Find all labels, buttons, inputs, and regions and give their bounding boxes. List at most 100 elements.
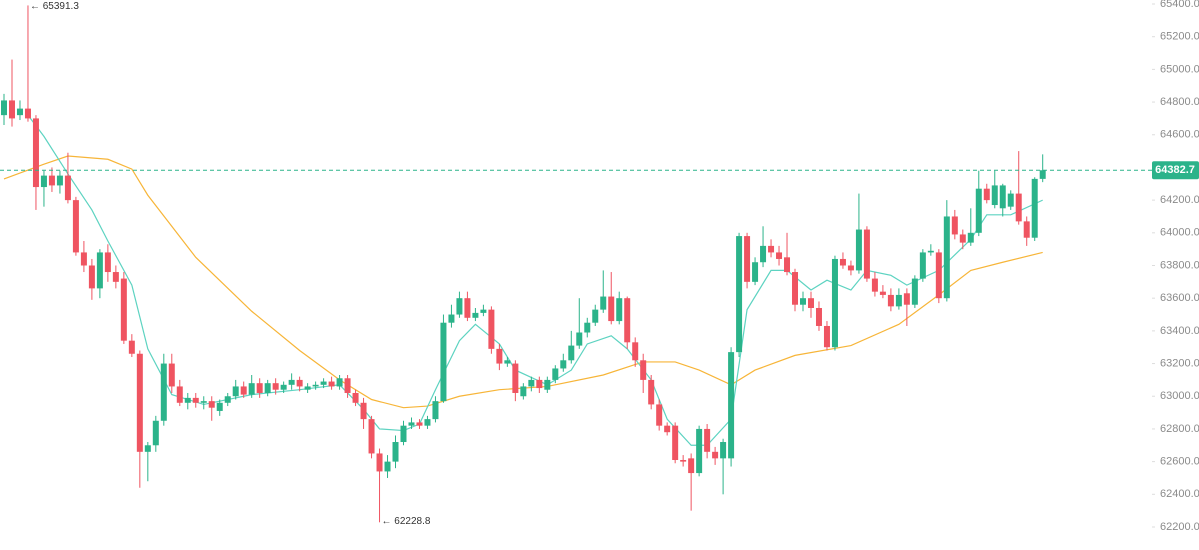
candle-body [248, 383, 255, 395]
candle-body [400, 425, 407, 443]
candle-body [216, 402, 223, 411]
y-tick-label: 65400.0 [1160, 0, 1199, 10]
candle-body [168, 363, 175, 387]
candle-body [680, 459, 687, 462]
candle-body [919, 252, 926, 279]
candle-body [624, 298, 631, 343]
y-tick-label: 62400.0 [1160, 488, 1199, 500]
candle-body [296, 379, 303, 387]
candle-body [504, 360, 511, 364]
candle-body [528, 379, 535, 387]
candle-body [736, 236, 743, 353]
candle-body [96, 252, 103, 289]
candle-body [728, 352, 735, 459]
candle-body [879, 291, 886, 295]
candle-body [376, 453, 383, 472]
candle-body [192, 397, 199, 403]
candle-body [392, 442, 399, 462]
candle-body [152, 420, 159, 446]
candle-body [975, 188, 982, 233]
candle-body [648, 379, 655, 405]
candle-body [855, 229, 862, 271]
candle-body [1007, 193, 1014, 207]
candle-body [616, 298, 623, 322]
candle-body [568, 345, 575, 361]
y-tick-label: 65200.0 [1160, 31, 1199, 43]
candle-body [520, 386, 527, 397]
candle-body [432, 401, 439, 420]
candle-body [16, 108, 23, 116]
candle-body [344, 378, 351, 393]
candle-body [40, 175, 47, 188]
y-tick-label: 64000.0 [1160, 227, 1199, 239]
candle-body [112, 272, 119, 282]
candle-body [312, 384, 319, 387]
candle-body [704, 428, 711, 452]
candle-body [72, 200, 79, 253]
candle-body [24, 108, 31, 119]
candle-body [200, 401, 207, 403]
candle-body [600, 296, 607, 310]
candle-body [951, 216, 958, 235]
candle-body [688, 458, 695, 474]
candle-body [608, 296, 615, 322]
candle-body [632, 342, 639, 361]
candle-body [823, 325, 830, 348]
candle-body [792, 272, 799, 305]
candle-body [240, 386, 247, 395]
candle-body [871, 278, 878, 292]
candle-body [128, 340, 135, 354]
candle-body [384, 461, 391, 472]
candle-body [552, 368, 559, 380]
candle-body [831, 258, 838, 348]
candle-body [983, 188, 990, 201]
y-tick-label: 62600.0 [1160, 456, 1199, 468]
candle-body [903, 293, 910, 305]
y-tick-label: 63200.0 [1160, 357, 1199, 369]
candle-body [784, 257, 791, 273]
candle-body [208, 401, 215, 408]
candle-body [847, 265, 854, 271]
candle-body [656, 404, 663, 426]
last-price-box [1152, 161, 1199, 180]
candle-body [863, 229, 870, 279]
candle-body [304, 386, 311, 390]
last-price-label: 64382.7 [1155, 164, 1195, 176]
candle-body [768, 245, 775, 253]
candle-body [712, 451, 719, 459]
y-tick-label: 64200.0 [1160, 194, 1199, 206]
candle-body [815, 307, 822, 326]
candle-body [32, 118, 39, 188]
candle-body [320, 381, 327, 385]
candle-body [544, 379, 551, 390]
candle-body [256, 383, 263, 393]
candle-body [1023, 221, 1030, 238]
candle-body [496, 348, 503, 364]
y-tick-label: 64600.0 [1160, 129, 1199, 141]
y-tick-label: 64800.0 [1160, 96, 1199, 108]
candle-body [991, 185, 998, 206]
moving-average-line [3, 155, 1043, 409]
candle-body [720, 442, 727, 459]
candle-body [160, 363, 167, 421]
candle-body [144, 445, 151, 452]
candle-body [807, 298, 814, 308]
candle-body [560, 360, 567, 369]
candle-body [640, 360, 647, 380]
candle-body [1, 100, 7, 116]
candle-body [752, 262, 759, 282]
y-tick-label: 63600.0 [1160, 292, 1199, 304]
candle-body [760, 245, 767, 263]
candle-body [328, 381, 335, 387]
candle-body [776, 252, 783, 259]
candle-body [56, 175, 63, 186]
candle-body [935, 252, 942, 299]
candle-body [232, 386, 239, 397]
candle-body [448, 314, 455, 323]
candle-body [512, 363, 519, 393]
candle-body [288, 379, 295, 385]
candle-body [1031, 178, 1038, 238]
min-annotation: ← 62228.8 [382, 516, 431, 527]
candle-body [839, 258, 846, 266]
